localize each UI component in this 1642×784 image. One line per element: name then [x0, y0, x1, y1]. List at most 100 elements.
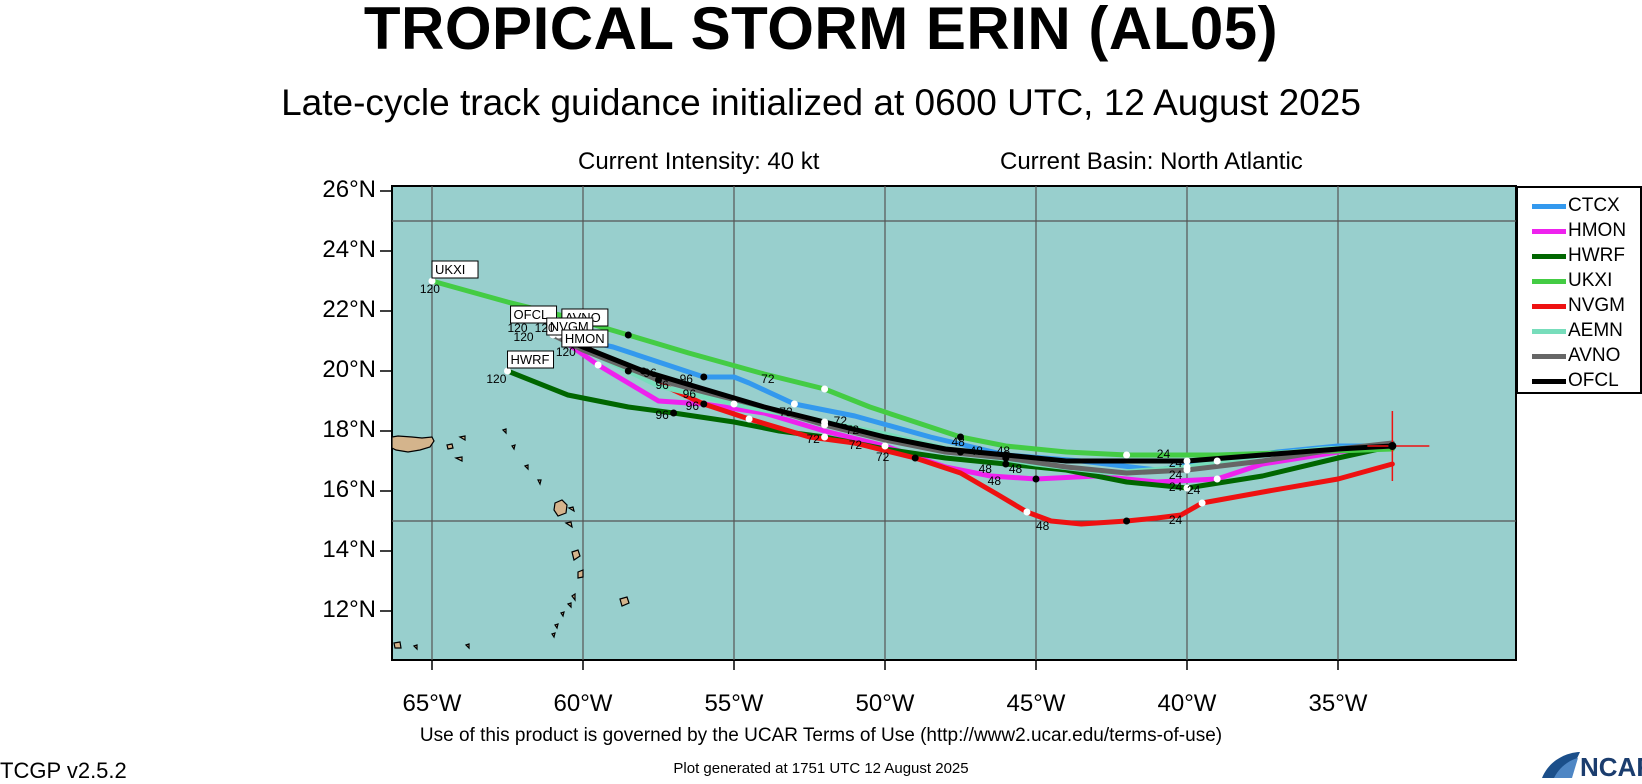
hour-label: 48: [979, 462, 993, 476]
forecast-point: [670, 409, 678, 417]
hour-label: 24: [1187, 483, 1201, 497]
island: [464, 643, 470, 650]
forecast-points: [428, 277, 1221, 525]
island: [501, 428, 507, 435]
logo-text: NCAR: [1580, 752, 1642, 780]
track-label: HMON: [561, 329, 609, 348]
hour-label: 48: [1009, 462, 1023, 476]
island: [393, 641, 402, 649]
legend-item-ukxi: UKXI: [1532, 269, 1642, 295]
hour-label: 96: [686, 399, 700, 413]
legend-label: HMON: [1568, 220, 1627, 241]
page-subtitle: Late-cycle track guidance initialized at…: [281, 82, 1361, 123]
forecast-point: [1123, 517, 1131, 525]
svg-text:HMON: HMON: [565, 331, 605, 346]
island: [523, 464, 529, 471]
legend-swatch: [1532, 329, 1566, 334]
lat-label: 24°N: [322, 236, 376, 263]
legend-label: OFCL: [1568, 370, 1619, 391]
hour-label: 96: [655, 378, 669, 392]
forecast-point: [1123, 451, 1131, 459]
generated-time: Plot generated at 1751 UTC 12 August 202…: [673, 760, 969, 777]
lat-label: 22°N: [322, 296, 376, 323]
hour-label: 48: [988, 474, 1002, 488]
version-label: TCGP v2.5.2: [0, 758, 127, 783]
forecast-point: [1023, 508, 1031, 516]
forecast-point: [624, 367, 632, 375]
island: [458, 435, 466, 442]
track-label: OFCL: [510, 305, 558, 324]
forecast-point: [957, 448, 964, 456]
lon-label: 40°W: [1157, 690, 1217, 717]
lon-label: 35°W: [1308, 690, 1368, 717]
island: [511, 444, 516, 451]
hour-label: 48: [997, 444, 1011, 458]
island: [537, 479, 542, 486]
track-ofcl: [565, 338, 1395, 464]
legend-item-nvgm: NVGM: [1532, 294, 1642, 320]
hour-label: 120: [420, 282, 440, 296]
current-basin: Current Basin: North Atlantic: [1000, 148, 1303, 175]
legend-label: AEMN: [1568, 320, 1623, 341]
forecast-point: [504, 367, 511, 375]
island: [391, 435, 435, 453]
legend-item-hmon: HMON: [1532, 219, 1642, 245]
current-position-marker: [1367, 411, 1430, 481]
terms-of-use: Use of this product is governed by the U…: [419, 725, 1223, 746]
legend-swatch: [1532, 379, 1566, 384]
forecast-point: [911, 454, 919, 462]
ncar-logo: NCAR: [1542, 752, 1642, 780]
legend-swatch: [1532, 204, 1566, 209]
hour-label: 48: [970, 444, 984, 458]
forecast-point: [821, 418, 829, 426]
hour-label: 24: [1169, 480, 1183, 494]
hour-label: 120: [508, 321, 528, 335]
track-name-labels: UKXIOFCLAVNONVGMHMONHWRF: [431, 260, 609, 369]
forecast-point: [1002, 460, 1010, 468]
hour-label: 24: [1169, 456, 1183, 470]
legend-label: UKXI: [1568, 270, 1613, 291]
lat-label: 12°N: [322, 596, 376, 623]
hour-label: 24: [1169, 468, 1183, 482]
hour-label: 120: [514, 330, 534, 344]
lat-label: 26°N: [322, 176, 376, 203]
lon-label: 65°W: [402, 690, 462, 717]
island: [567, 506, 575, 513]
island: [560, 611, 565, 618]
model-legend: CTCX HMON HWRF UKXI NVGM AEMN AVNO OFCL: [1516, 186, 1642, 394]
hour-label: 24: [1157, 447, 1171, 461]
legend-item-ctcx: CTCX: [1532, 194, 1642, 220]
forecast-point: [700, 373, 708, 381]
lon-label: 45°W: [1006, 690, 1066, 717]
forecast-point: [1002, 451, 1010, 459]
forecast-point: [957, 433, 964, 441]
forecast-point: [1198, 499, 1206, 507]
island: [566, 602, 572, 609]
island: [446, 443, 454, 450]
lon-label: 50°W: [855, 690, 915, 717]
lat-label: 20°N: [322, 356, 376, 383]
legend-item-aemn: AEMN: [1532, 319, 1642, 345]
forecast-point: [700, 400, 708, 408]
hour-label: 72: [806, 432, 820, 446]
lon-label: 55°W: [704, 690, 764, 717]
hour-label: 96: [655, 408, 669, 422]
forecast-point: [428, 277, 436, 285]
island: [551, 632, 556, 639]
forecast-point: [1032, 475, 1040, 483]
forecast-point: [881, 442, 889, 450]
hour-label: 120: [556, 345, 576, 359]
hour-label: 72: [779, 405, 793, 419]
legend-label: AVNO: [1568, 345, 1621, 366]
hour-label: 72: [849, 438, 863, 452]
track-label: HWRF: [507, 350, 555, 369]
legend-swatch: [1532, 254, 1566, 259]
hour-label: 96: [683, 387, 697, 401]
lat-label: 16°N: [322, 476, 376, 503]
lat-label: 18°N: [322, 416, 376, 443]
ocean-background: [391, 185, 1517, 661]
lon-label: 60°W: [553, 690, 613, 717]
legend-swatch: [1532, 279, 1566, 284]
